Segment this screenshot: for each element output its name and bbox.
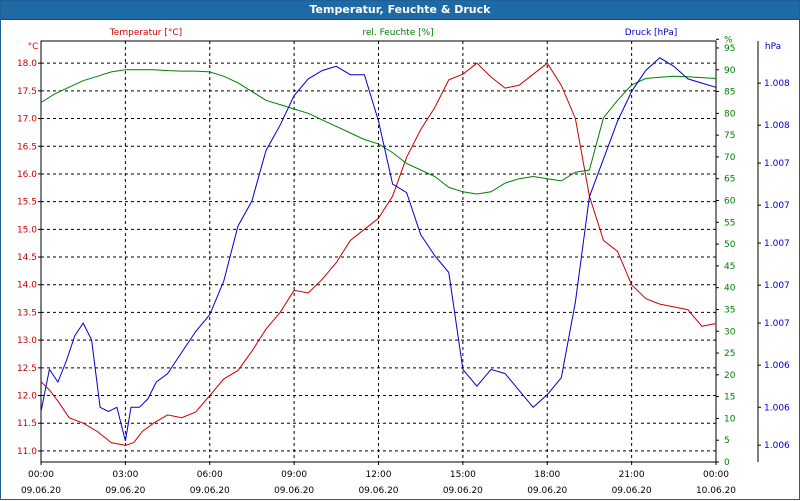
humidity-tick-label: 85 bbox=[724, 88, 735, 98]
chart-title: Temperatur, Feuchte & Druck bbox=[309, 3, 491, 16]
pressure-tick-label: 1.007 bbox=[764, 319, 790, 329]
x-tick-date: 09.06.20 bbox=[358, 486, 398, 496]
humidity-tick-label: 25 bbox=[724, 349, 735, 359]
pressure-tick-label: 1.007 bbox=[764, 201, 790, 211]
title-bar: Temperatur, Feuchte & Druck bbox=[1, 1, 799, 20]
pressure-series-line bbox=[40, 57, 717, 442]
humidity-tick-label: 50 bbox=[724, 240, 736, 250]
pressure-tick-label: 1.007 bbox=[764, 281, 790, 291]
temperature-tick-label: 17.0 bbox=[17, 115, 37, 125]
x-tick-time: 15:00 bbox=[450, 470, 476, 480]
temperature-legend: Temperatur [°C] bbox=[109, 28, 182, 38]
humidity-tick-label: 70 bbox=[724, 153, 736, 163]
pressure-tick-label: 1.007 bbox=[764, 239, 790, 249]
pressure-tick-label: 1.006 bbox=[764, 441, 790, 451]
pressure-tick-label: 1.008 bbox=[764, 121, 790, 131]
humidity-tick-label: 0 bbox=[724, 458, 730, 468]
temperature-tick-label: 16.5 bbox=[17, 142, 37, 152]
pressure-tick-label: 1.006 bbox=[764, 361, 790, 371]
x-tick-date: 09.06.20 bbox=[190, 486, 230, 496]
humidity-tick-label: 35 bbox=[724, 305, 735, 315]
x-tick-time: 21:00 bbox=[619, 470, 645, 480]
x-tick-date: 09.06.20 bbox=[443, 486, 483, 496]
humidity-tick-label: 65 bbox=[724, 175, 735, 185]
x-tick-date: 09.06.20 bbox=[274, 486, 314, 496]
temperature-tick-label: 16.0 bbox=[17, 170, 37, 180]
temperature-tick-label: 11.5 bbox=[17, 419, 37, 429]
x-tick-date: 09.06.20 bbox=[612, 486, 652, 496]
x-tick-date: 09.06.20 bbox=[527, 486, 567, 496]
humidity-tick-label: 15 bbox=[724, 393, 735, 403]
x-tick-time: 00:00 bbox=[703, 470, 729, 480]
temperature-tick-label: 12.0 bbox=[17, 392, 37, 402]
x-tick-date: 10.06.20 bbox=[696, 486, 736, 496]
temperature-series-line bbox=[40, 62, 717, 446]
humidity-tick-label: 60 bbox=[724, 197, 736, 207]
humidity-tick-label: 75 bbox=[724, 131, 735, 141]
temperature-tick-label: 14.5 bbox=[17, 253, 37, 263]
humidity-tick-label: 20 bbox=[724, 371, 736, 381]
temperature-tick-label: 13.5 bbox=[17, 308, 37, 318]
x-tick-time: 06:00 bbox=[197, 470, 223, 480]
temperature-tick-label: 12.5 bbox=[17, 364, 37, 374]
pressure-tick-label: 1.007 bbox=[764, 159, 790, 169]
humidity-tick-label: 40 bbox=[724, 284, 736, 294]
humidity-tick-label: 90 bbox=[724, 66, 736, 76]
humidity-tick-label: 5 bbox=[724, 436, 730, 446]
humidity-tick-label: 10 bbox=[724, 414, 736, 424]
pressure-legend: Druck [hPa] bbox=[625, 28, 678, 38]
temperature-tick-label: 13.0 bbox=[17, 336, 37, 346]
temperature-tick-label: 17.5 bbox=[17, 87, 37, 97]
humidity-tick-label: 45 bbox=[724, 262, 735, 272]
x-tick-time: 03:00 bbox=[112, 470, 138, 480]
x-tick-date: 09.06.20 bbox=[105, 486, 145, 496]
temperature-tick-label: 11.0 bbox=[17, 447, 37, 457]
pressure-tick-label: 1.006 bbox=[764, 403, 790, 413]
pressure-tick-label: 1.008 bbox=[764, 79, 790, 89]
humidity-tick-label: 80 bbox=[724, 109, 736, 119]
temperature-unit-label: °C bbox=[28, 42, 39, 52]
x-tick-time: 09:00 bbox=[281, 470, 307, 480]
x-tick-time: 12:00 bbox=[366, 470, 392, 480]
humidity-tick-label: % bbox=[724, 35, 733, 45]
humidity-tick-label: 30 bbox=[724, 327, 736, 337]
humidity-series-line bbox=[40, 69, 717, 195]
x-tick-time: 00:00 bbox=[28, 470, 54, 480]
humidity-tick-label: 55 bbox=[724, 218, 735, 228]
temperature-tick-label: 14.0 bbox=[17, 281, 37, 291]
pressure-unit-label: hPa bbox=[765, 42, 781, 52]
x-tick-date: 09.06.20 bbox=[21, 486, 61, 496]
x-tick-time: 18:00 bbox=[534, 470, 560, 480]
temperature-tick-label: 15.0 bbox=[17, 225, 37, 235]
humidity-tick-label: 95 bbox=[724, 44, 735, 54]
temperature-tick-label: 18.0 bbox=[17, 59, 37, 69]
humidity-legend: rel. Feuchte [%] bbox=[362, 28, 433, 38]
temperature-tick-label: 15.5 bbox=[17, 198, 37, 208]
